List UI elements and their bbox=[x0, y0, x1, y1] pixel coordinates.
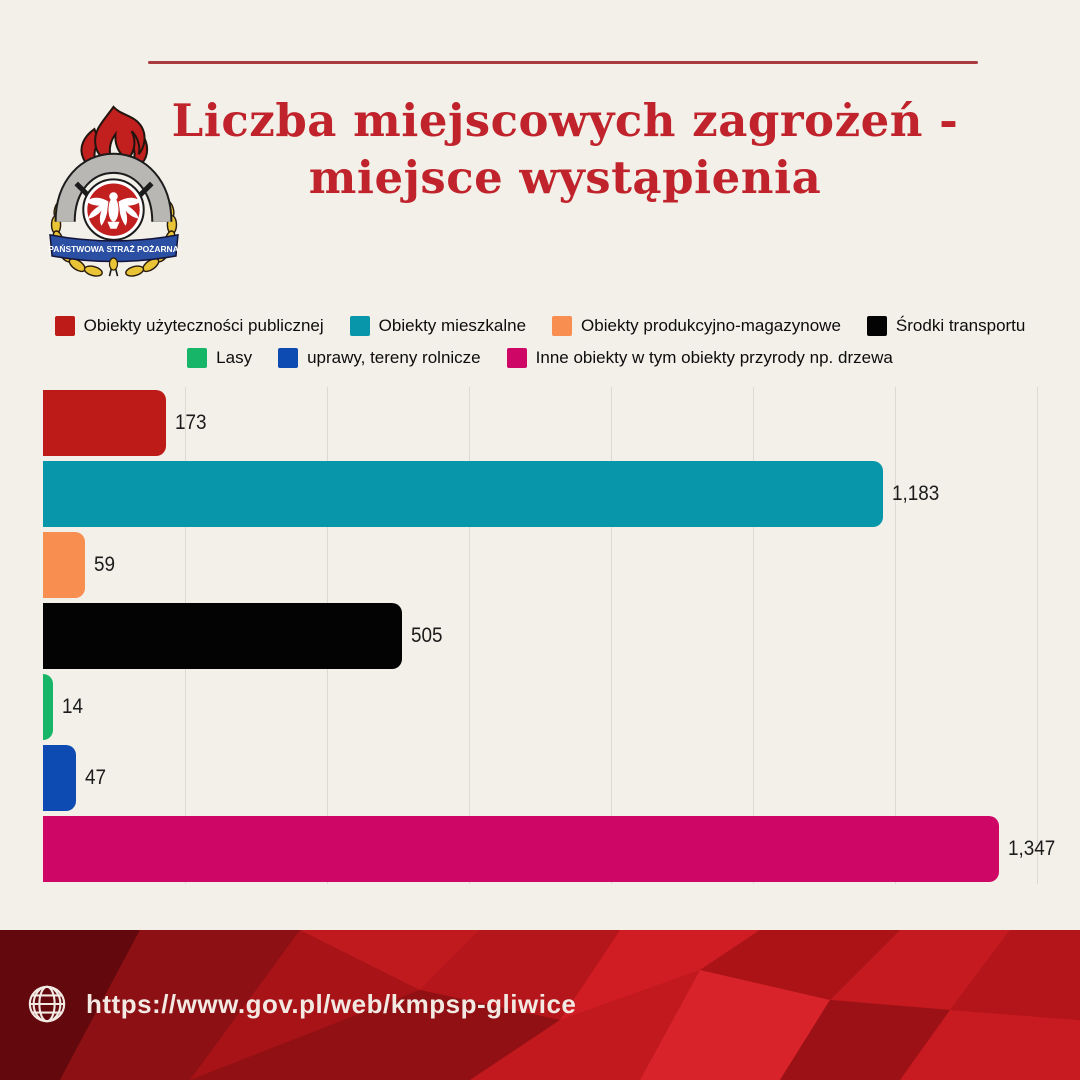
legend-label: Obiekty użyteczności publicznej bbox=[83, 316, 324, 335]
legend-item: uprawy, tereny rolnicze bbox=[278, 348, 481, 368]
legend-label: Obiekty mieszkalne bbox=[378, 316, 527, 335]
legend-row-1: Obiekty użyteczności publicznej Obiekty m… bbox=[54, 316, 1026, 336]
legend-label: uprawy, tereny rolnicze bbox=[307, 348, 481, 367]
lowpoly-background bbox=[0, 930, 1080, 1080]
gridline bbox=[895, 387, 896, 884]
bar-value-label: 173 bbox=[174, 410, 207, 434]
bar-value-label: 1,347 bbox=[1008, 836, 1056, 860]
bar-row: 1,347 bbox=[43, 813, 1056, 884]
bar-value-label: 59 bbox=[93, 552, 115, 576]
page-title-line2: miejsce wystąpienia bbox=[308, 151, 822, 205]
legend-swatch-icon bbox=[349, 316, 370, 336]
chart-legend: Obiekty użyteczności publicznej Obiekty m… bbox=[0, 316, 1080, 368]
legend-swatch-icon bbox=[552, 316, 573, 336]
legend-row-2: Lasy uprawy, tereny rolnicze Inne obiekty … bbox=[187, 348, 893, 368]
bar-7 bbox=[43, 815, 1000, 882]
bar-row: 173 bbox=[43, 387, 1037, 458]
bar-1 bbox=[43, 389, 166, 456]
legend-label: Środki transportu bbox=[895, 316, 1026, 335]
gridline bbox=[753, 387, 754, 884]
legend-swatch-icon bbox=[54, 316, 75, 336]
bar-4 bbox=[43, 602, 402, 669]
bar-row: 505 bbox=[43, 600, 1037, 671]
legend-label: Obiekty produkcyjno-magazynowe bbox=[581, 316, 841, 335]
bar-value-label: 505 bbox=[410, 623, 443, 647]
legend-swatch-icon bbox=[866, 316, 887, 336]
laurel-knot-icon bbox=[108, 257, 119, 277]
banner-text: PAŃSTWOWA STRAŻ POŻARNA bbox=[48, 244, 179, 254]
legend-item: Lasy bbox=[187, 348, 252, 368]
eagle-medallion-icon bbox=[82, 178, 145, 241]
page-title: Liczba miejscowych zagrożeń - miejsce wy… bbox=[150, 92, 980, 206]
legend-label: Inne obiekty w tym obiekty przyrody np. … bbox=[535, 348, 893, 367]
bar-5 bbox=[43, 673, 53, 740]
bar-row: 1,183 bbox=[43, 458, 1037, 529]
legend-swatch-icon bbox=[187, 348, 208, 368]
gridline bbox=[1037, 387, 1038, 884]
legend-item: Obiekty produkcyjno-magazynowe bbox=[552, 316, 841, 336]
bar-3 bbox=[43, 531, 85, 598]
legend-item: Środki transportu bbox=[866, 316, 1026, 336]
title-rule bbox=[148, 61, 978, 64]
footer-banner bbox=[0, 930, 1080, 1080]
page-title-line1: Liczba miejscowych zagrożeń - bbox=[171, 94, 959, 147]
chart-rows: 173 1,183 59 505 14 47 1,347 bbox=[43, 387, 1056, 884]
psp-logo: PAŃSTWOWA STRAŻ POŻARNA bbox=[48, 105, 179, 277]
legend-swatch-icon bbox=[278, 348, 299, 368]
bar-row: 59 bbox=[43, 529, 1037, 600]
legend-label: Lasy bbox=[216, 348, 253, 367]
bar-chart: 173 1,183 59 505 14 47 1,347 bbox=[43, 387, 1056, 884]
bar-6 bbox=[43, 744, 77, 811]
bar-row: 14 bbox=[43, 671, 1037, 742]
legend-item: Obiekty użyteczności publicznej bbox=[54, 316, 324, 336]
gridline bbox=[469, 387, 470, 884]
bar-2 bbox=[43, 460, 883, 527]
bar-row: 47 bbox=[43, 742, 1037, 813]
banner-ribbon-icon: PAŃSTWOWA STRAŻ POŻARNA bbox=[48, 233, 179, 263]
legend-swatch-icon bbox=[506, 348, 527, 368]
bar-value-label: 47 bbox=[85, 765, 107, 789]
footer-url-link[interactable]: https://www.gov.pl/web/kmpsp-gliwice bbox=[86, 989, 577, 1019]
legend-item: Obiekty mieszkalne bbox=[349, 316, 527, 336]
legend-item: Inne obiekty w tym obiekty przyrody np. … bbox=[506, 348, 893, 368]
bar-value-label: 14 bbox=[61, 694, 83, 718]
gridline bbox=[611, 387, 612, 884]
bar-value-label: 1,183 bbox=[891, 481, 940, 505]
globe-icon bbox=[28, 985, 66, 1023]
